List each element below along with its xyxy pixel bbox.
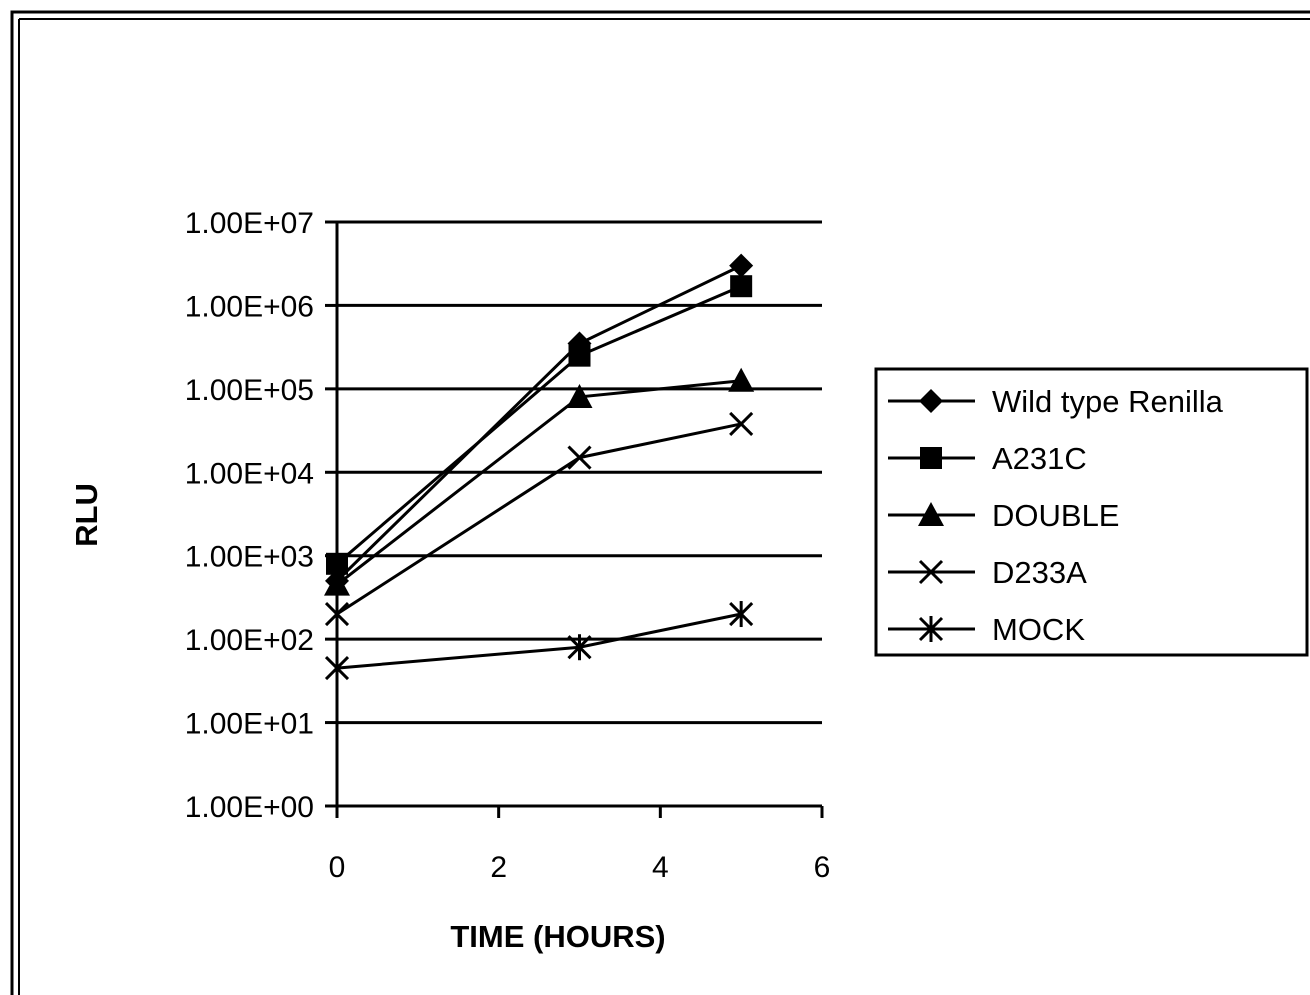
axes: 1.00E+00 1.00E+01 1.00E+02 1.00E+03 1.00E+04… [185,207,831,884]
data-point [568,344,591,367]
y-tick-label: 1.00E+01 [185,708,314,741]
data-point [729,253,754,278]
legend-label: D233A [992,555,1087,590]
data-point [567,634,592,661]
legend-marker [918,559,944,585]
data-point [324,571,350,596]
legend-items: Wild type Renilla A231C DOUBLE D233A MOCK [888,384,1224,647]
legend-box [874,367,1309,657]
series [324,253,755,682]
series-3 [324,411,754,627]
legend-marker [918,616,944,642]
y-tick-label: 1.00E+07 [185,207,314,240]
x-tick-label: 0 [329,851,346,884]
series-line [336,422,742,616]
legend-label: A231C [992,441,1087,476]
data-point [567,445,592,470]
y-tick-label: 1.00E+04 [185,457,314,490]
legend-item: D233A [888,555,1087,590]
x-tick-label: 6 [814,851,831,884]
data-point [326,552,348,575]
data-point [730,275,753,298]
legend-label: Wild type Renilla [992,384,1224,419]
data-point [324,655,350,682]
x-axis-title: TIME (HOURS) [450,919,665,954]
legend-label: DOUBLE [992,498,1119,533]
y-tick-label: 1.00E+06 [185,290,314,323]
legend-item: Wild type Renilla [888,384,1224,419]
legend-item: MOCK [888,612,1085,647]
legend-item: DOUBLE [888,498,1119,533]
data-point [729,411,754,436]
x-tick-label: 4 [652,851,669,884]
series-line [336,612,742,670]
x-tick-label: 2 [490,851,507,884]
y-tick-label: 1.00E+03 [185,541,314,574]
legend-marker [918,502,944,526]
legend-label: MOCK [992,612,1085,647]
legend-marker [920,447,942,469]
series-1 [326,275,753,575]
series-2 [324,367,755,596]
y-tick-label: 1.00E+00 [185,791,314,824]
data-point [324,601,350,627]
legend-marker [919,389,943,413]
data-point [729,601,754,628]
data-point [566,383,593,408]
legend-item: A231C [888,441,1087,476]
y-tick-label: 1.00E+02 [185,624,314,657]
chart-frame [10,10,1310,995]
y-axis-title: RLU [69,483,104,547]
y-tick-label: 1.00E+05 [185,374,314,407]
legend: Wild type Renilla A231C DOUBLE D233A MOCK [874,367,1309,657]
data-point [728,367,755,392]
series-4 [324,601,754,682]
